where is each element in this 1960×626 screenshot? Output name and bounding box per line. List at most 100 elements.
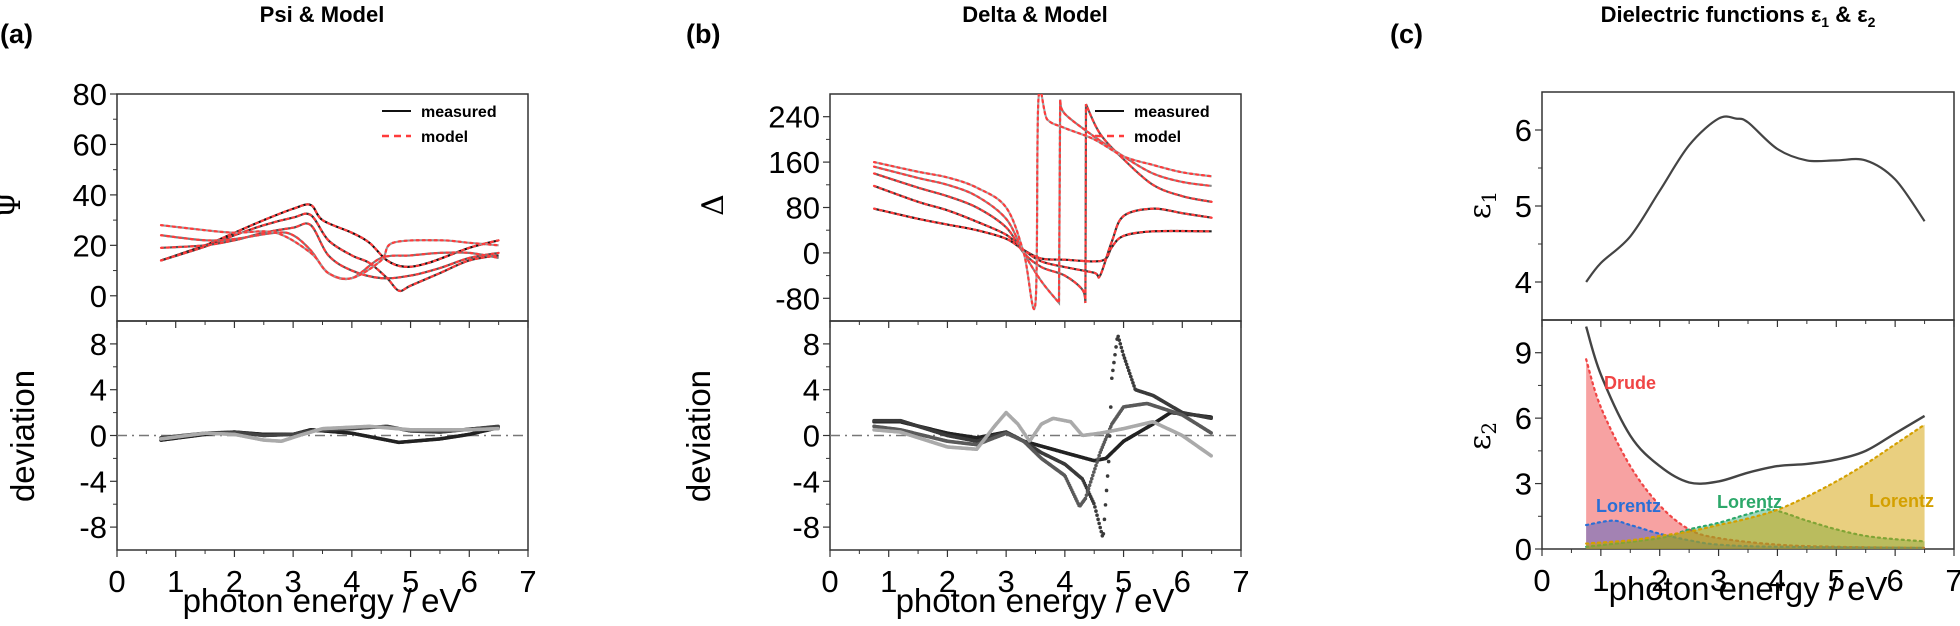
- deviation-point: [1126, 368, 1131, 373]
- eps-subscript: 2: [1477, 422, 1501, 435]
- x-tick-label: 7: [1945, 563, 1960, 598]
- legend-measured-label: measured: [1134, 104, 1210, 121]
- subplot-c-bottom: 0 3 6 9 0 1 2 3 4 5 6 7: [1515, 319, 1960, 598]
- plot-frame: [1541, 91, 1955, 321]
- x-tick-label: 7: [1232, 564, 1249, 599]
- x-tick-label: 5: [1828, 563, 1845, 598]
- panel-a-top-ylabel: Ψ: [0, 192, 28, 218]
- x-tick-label: 3: [1710, 563, 1727, 598]
- measured-series-line: [873, 94, 1212, 311]
- y-tick-label: 0: [90, 419, 107, 454]
- deviation-point: [1083, 496, 1088, 501]
- deviation-point: [1132, 384, 1136, 388]
- y-tick-label: 40: [73, 178, 107, 213]
- panel-c-bottom-ylabel: ε2: [1463, 422, 1501, 450]
- deviation-point: [1112, 360, 1116, 365]
- deviation-point: [1114, 345, 1118, 349]
- x-tick-label: 7: [519, 564, 536, 599]
- subplot-a-top: 0 20 40 60 80: [73, 77, 529, 328]
- title-sub2: 2: [1868, 14, 1876, 30]
- x-tick-label: 2: [226, 564, 243, 599]
- measured-series-line: [1585, 115, 1926, 283]
- model-series-line: [872, 103, 1213, 304]
- deviation-point: [1091, 473, 1095, 478]
- x-tick-label: 0: [1533, 563, 1550, 598]
- panel-b-label: (b): [686, 19, 720, 49]
- y-tick-label: -4: [792, 464, 820, 499]
- deviation-point: [1093, 466, 1097, 471]
- deviation-point: [1127, 371, 1132, 376]
- deviation-point: [1097, 453, 1101, 458]
- deviation-point: [1088, 480, 1093, 484]
- deviation-point: [1104, 488, 1109, 493]
- x-tick-label: 2: [939, 564, 956, 599]
- panel-a-bottom-ylabel: deviation: [4, 370, 41, 502]
- panel-a-xlabel: photon energy / eV: [183, 582, 462, 619]
- panel-c-top-ylabel: ε1: [1463, 191, 1501, 219]
- panel-c-xlabel: photon energy / eV: [1609, 570, 1888, 607]
- deviation-point: [1110, 376, 1114, 381]
- y-tick-label: 6: [1515, 401, 1532, 436]
- deviation-point: [1096, 517, 1100, 522]
- x-tick-label: 1: [880, 564, 897, 599]
- legend-model-label: model: [421, 129, 468, 146]
- x-tick-label: 3: [998, 564, 1015, 599]
- y-tick-label: 8: [90, 327, 107, 362]
- component-fill-lorentz: [1586, 424, 1925, 549]
- annotation-lorentz-gold: Lorentz: [1869, 491, 1934, 511]
- deviation-point: [1095, 460, 1099, 465]
- y-tick-label: 0: [803, 236, 820, 271]
- legend-model-label: model: [1134, 129, 1181, 146]
- x-tick-label: 6: [461, 564, 478, 599]
- deviation-point: [1084, 493, 1089, 497]
- y-tick-label: 8: [803, 327, 820, 362]
- y-tick-label: 3: [1515, 467, 1532, 502]
- model-series-line: [159, 224, 500, 280]
- deviation-point: [1122, 356, 1127, 360]
- deviation-point: [1111, 368, 1115, 373]
- panel-c-title: Dielectric functions ε1 & ε2: [1601, 2, 1876, 30]
- panel-b-xlabel: photon energy / eV: [896, 582, 1175, 619]
- deviation-point: [1121, 353, 1126, 357]
- deviation-point: [1089, 476, 1094, 481]
- deviation-point: [1103, 503, 1108, 507]
- deviation-point: [1101, 531, 1106, 536]
- y-tick-label: 0: [1515, 532, 1532, 567]
- data-layer: [159, 203, 500, 293]
- y-tick-label: 4: [1515, 265, 1532, 300]
- y-tick-label: -8: [79, 510, 107, 545]
- title-sub1: 1: [1821, 14, 1829, 30]
- x-tick-label: 1: [167, 564, 184, 599]
- deviation-point: [1102, 517, 1107, 522]
- deviation-point: [1120, 349, 1125, 354]
- y-tick-label: 4: [803, 373, 820, 408]
- deviation-point: [1129, 374, 1133, 379]
- x-tick-label: 4: [1769, 563, 1786, 598]
- x-tick-label: 3: [285, 564, 302, 599]
- model-series-line: [872, 94, 1213, 311]
- model-series-line: [872, 99, 1213, 306]
- deviation-point: [496, 426, 500, 431]
- deviation-point: [1123, 359, 1128, 363]
- deviation-point: [1093, 505, 1097, 509]
- y-tick-label: 6: [1515, 113, 1532, 148]
- y-tick-label: 0: [90, 279, 107, 314]
- eps-subscript: 1: [1477, 191, 1501, 204]
- panel-b-top-ylabel: Δ: [696, 194, 731, 216]
- y-tick-label: 5: [1515, 189, 1532, 224]
- y-tick-label: 0: [803, 419, 820, 454]
- deviation-point: [1086, 486, 1091, 491]
- y-tick-label: 160: [768, 145, 820, 180]
- x-tick-label: 5: [1115, 564, 1132, 599]
- y-tick-label: -8: [792, 510, 820, 545]
- model-series-line: [872, 184, 1213, 279]
- data-layer: [1585, 115, 1926, 283]
- deviation-point: [1131, 381, 1135, 385]
- component-line-lorentz: [1585, 423, 1926, 545]
- panel-a-label: (a): [0, 19, 33, 49]
- y-tick-label: 9: [1515, 336, 1532, 371]
- deviation-point: [1097, 521, 1101, 526]
- deviation-point: [1113, 352, 1117, 357]
